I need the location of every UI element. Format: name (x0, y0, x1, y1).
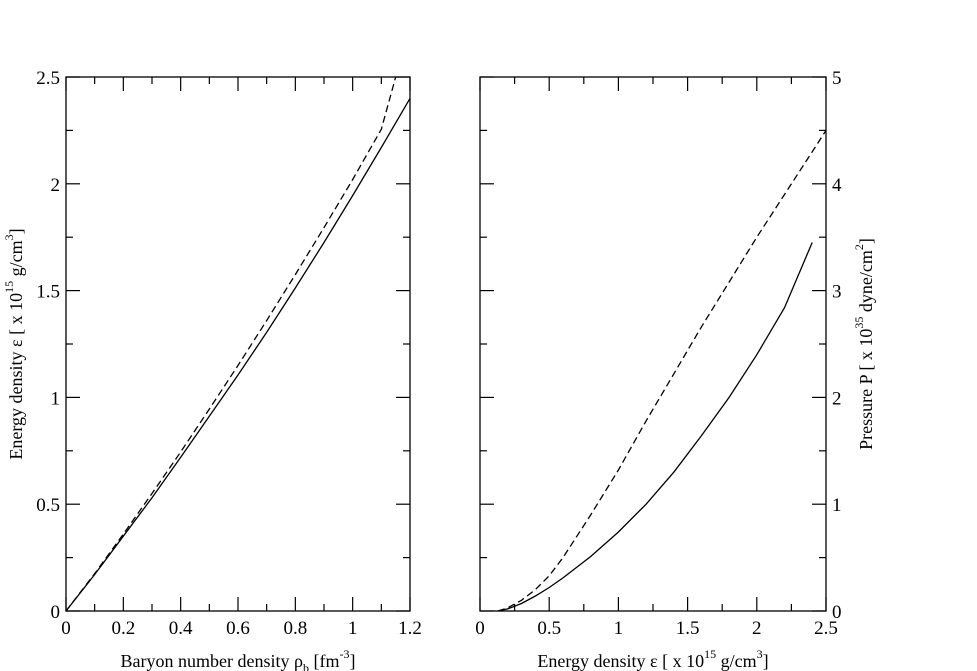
x-axis-label-sup: 15 (704, 647, 716, 661)
y-axis-label-main: Energy density ε [ x 10 (6, 293, 26, 460)
y-axis-label-sup: 35 (852, 317, 866, 329)
x-axis-label-end: ] (763, 651, 769, 671)
x-tick-label: 0.5 (537, 618, 561, 639)
x-tick-label: 0.6 (226, 618, 250, 639)
solid-series-line (65, 98, 411, 612)
y-axis-label-sup2: 3 (2, 234, 16, 240)
y-tick-label: 0.5 (36, 495, 60, 516)
x-tick-label: 1 (614, 618, 624, 639)
dashed-series-line (497, 130, 827, 612)
x-tick-label: 0 (475, 618, 485, 639)
y-axis-label-sup: 15 (2, 281, 16, 293)
x-axis-label: Baryon number density ρb [fm-3] (121, 647, 356, 671)
plot-frame (479, 76, 827, 612)
y-tick-label: 2.5 (36, 68, 60, 89)
y-tick-label: 1 (51, 388, 61, 409)
y-tick-label: 0 (51, 602, 61, 623)
x-axis-label-main: Energy density ε [ x 10 (537, 651, 704, 671)
x-axis-label-sup: -3 (339, 647, 349, 661)
x-axis-label-mid: g/cm (716, 651, 757, 671)
x-tick-label: 0.2 (111, 618, 135, 639)
x-tick-label: 1 (348, 618, 358, 639)
y-tick-label: 3 (832, 282, 842, 303)
x-tick-label: 1.5 (676, 618, 700, 639)
x-axis-label-sup2: 3 (757, 647, 763, 661)
y-axis-label-main: Pressure P [ x 10 (856, 329, 876, 450)
solid-series-line (497, 242, 813, 612)
left-panel: 0 0.2 0.4 0.6 0.8 1 1.2 0 0.5 1 1.5 2 2.5 Baryon numb… (2, 68, 422, 671)
x-tick-label: 1.2 (398, 618, 422, 639)
y-axis-label-mid: dyne/cm (856, 250, 876, 316)
y-tick-label: 0 (832, 602, 842, 623)
y-axis-label: Energy density ε [ x 1015 g/cm3] (2, 228, 26, 459)
y-tick-label: 2 (832, 388, 842, 409)
y-tick-label: 4 (832, 175, 842, 196)
plot-frame (65, 76, 411, 612)
y-axis-label: Pressure P [ x 1035 dyne/cm2] (852, 238, 876, 450)
x-tick-label: 0.8 (283, 618, 307, 639)
y-axis-label-sup2: 2 (852, 244, 866, 250)
y-axis-label-end: ] (6, 228, 26, 234)
x-axis-label: Energy density ε [ x 1015 g/cm3] (537, 647, 768, 671)
x-axis-label-sub: b (303, 661, 309, 671)
y-tick-label: 5 (832, 68, 842, 89)
x-tick-label: 0.4 (169, 618, 193, 639)
x-axis-label-main: Baryon number density ρ (121, 651, 303, 671)
x-axis-label-unit: [fm (309, 651, 340, 671)
y-tick-label: 1 (832, 495, 842, 516)
y-axis-label-mid: g/cm (6, 240, 26, 281)
y-tick-label: 1.5 (36, 282, 60, 303)
y-tick-label: 2 (51, 175, 61, 196)
x-tick-label: 2.5 (814, 618, 838, 639)
x-tick-label: 2 (752, 618, 762, 639)
dashed-series-line (65, 76, 397, 612)
x-axis-label-close: ] (349, 651, 355, 671)
y-axis-label-end: ] (856, 238, 876, 244)
x-tick-label: 0 (61, 618, 71, 639)
